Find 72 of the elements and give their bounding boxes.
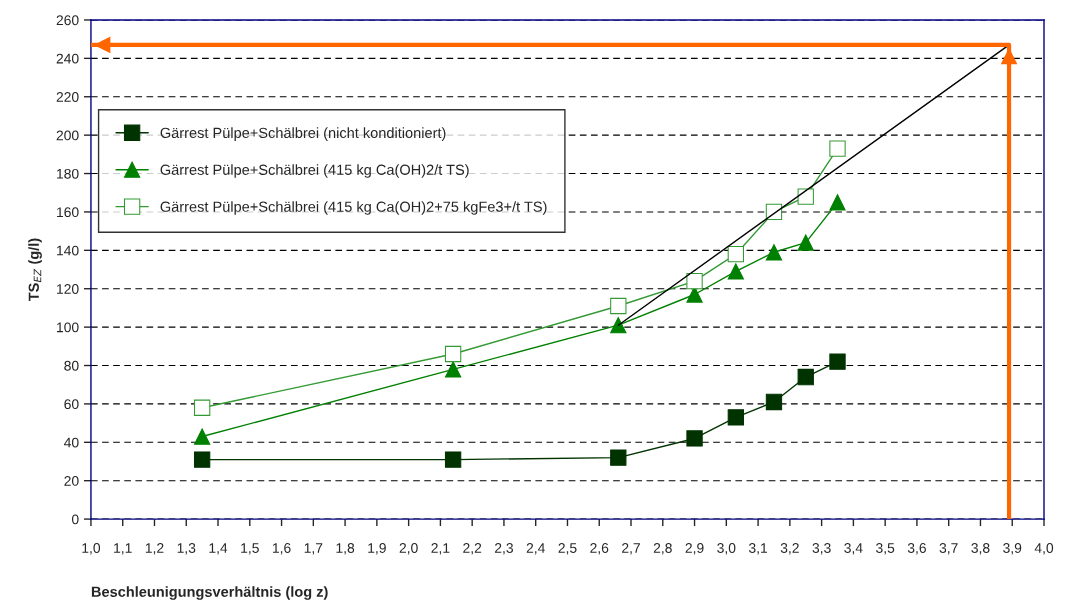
point: [797, 234, 814, 251]
y-tick-label: 160: [57, 207, 79, 218]
x-tick-label: 2,5: [558, 543, 577, 555]
x-tick-label: 1,2: [145, 543, 164, 555]
x-tick-label: 3,4: [844, 543, 863, 555]
x-tick-label: 3,0: [717, 543, 736, 555]
y-tick-label: 0: [71, 514, 79, 525]
point: [610, 449, 627, 466]
point: [829, 194, 846, 211]
y-tick-label: 220: [56, 92, 79, 102]
x-tick-label: 3,8: [971, 543, 990, 555]
point: [444, 361, 462, 378]
y-tick-label: 180: [57, 168, 79, 179]
x-tick-label: 4,0: [1034, 543, 1054, 555]
y-tick-label: 140: [57, 245, 79, 256]
x-tick-label: 2,8: [653, 543, 672, 555]
x-tick-label: 3,6: [907, 543, 926, 555]
point: [444, 451, 462, 468]
point: [765, 244, 783, 261]
point: [727, 263, 744, 280]
point: [797, 188, 814, 205]
x-tick-label: 2,7: [622, 543, 640, 555]
legend-label: Gärrest Pülpe+Schälbrei (415 kg Ca(OH)2+75 kgFe3+/t TS): [160, 201, 547, 215]
x-tick-label: 3,3: [812, 543, 831, 555]
y-tick-label: 200: [56, 130, 79, 141]
y-tick-label: 80: [64, 360, 79, 371]
y-tick-label: 40: [64, 437, 79, 448]
x-tick-label: 3,5: [876, 543, 895, 555]
x-tick-label: 2,0: [399, 543, 418, 555]
x-tick-label: 1,9: [368, 543, 386, 555]
x-tick-label: 1,4: [209, 543, 228, 555]
x-tick-label: 1,6: [272, 543, 291, 555]
x-tick-label: 3,9: [1003, 543, 1022, 555]
y-tick-label: 120: [57, 284, 79, 294]
x-tick-label: 3,2: [780, 543, 799, 555]
x-tick-label: 2,9: [685, 543, 704, 555]
x-tick-label: 2,3: [494, 543, 513, 555]
x-tick-label: 2,1: [431, 543, 450, 555]
y-tick-label: 240: [56, 53, 79, 64]
point: [727, 246, 744, 263]
point: [829, 140, 846, 157]
x-tick-label: 1,7: [304, 543, 323, 555]
point: [193, 451, 211, 468]
x-tick-label: 2,2: [463, 543, 482, 555]
point: [765, 393, 783, 411]
x-tick-label: 1,8: [336, 543, 355, 555]
point: [610, 317, 627, 334]
x-axis-title: Beschleunigungsverhältnis (log z): [91, 586, 328, 600]
y-axis-title: TS$_{EZ}$ (g/l): [28, 238, 42, 302]
y-tick-label: 260: [56, 15, 79, 26]
point: [686, 272, 703, 290]
x-tick-label: 2,6: [590, 543, 609, 555]
x-tick-label: 2,4: [526, 543, 545, 555]
x-tick-label: 3,1: [748, 543, 768, 555]
point: [797, 368, 814, 386]
point: [444, 345, 462, 363]
point: [610, 297, 627, 315]
x-tick-label: 1,1: [114, 543, 132, 555]
point: [727, 409, 744, 426]
point: [193, 428, 211, 445]
y-tick-label: 60: [64, 399, 79, 410]
x-tick-label: 3,7: [939, 543, 958, 555]
point: [193, 399, 211, 416]
legend-label: Gärrest Pülpe+Schälbrei (415 kg Ca(OH)2/t TS): [160, 164, 469, 178]
x-tick-label: 1,3: [177, 543, 196, 555]
point: [686, 430, 703, 447]
legend-label: Gärrest Pülpe+Schälbrei (nicht konditioniert): [160, 127, 446, 141]
y-tick-label: 100: [57, 322, 79, 333]
x-tick-label: 1,0: [82, 543, 101, 555]
x-tick-label: 1,5: [241, 543, 259, 555]
y-tick-label: 20: [64, 476, 79, 486]
point: [829, 353, 846, 370]
